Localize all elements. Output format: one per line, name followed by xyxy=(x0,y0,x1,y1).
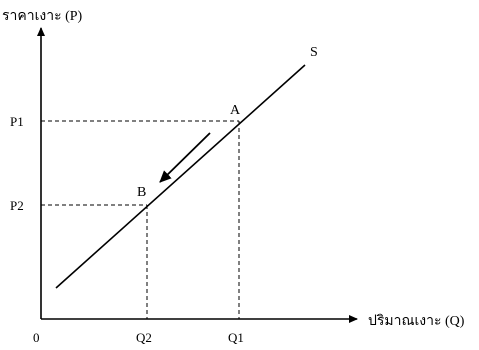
quantity-high-label: Q1 xyxy=(228,330,244,345)
y-axis-label: ราคาเงาะ (P) xyxy=(2,9,83,24)
quantity-low-label: Q2 xyxy=(136,330,152,345)
x-axis-label: ปริมาณเงาะ (Q) xyxy=(368,314,465,329)
supply-curve xyxy=(55,64,306,289)
origin-label: 0 xyxy=(33,330,40,345)
point-b-label: B xyxy=(137,185,146,200)
price-high-label: P1 xyxy=(10,114,24,129)
supply-curve-label: S xyxy=(310,45,318,60)
price-low-label: P2 xyxy=(10,198,24,213)
movement-arrow-icon xyxy=(159,132,211,183)
point-a-label: A xyxy=(230,103,241,118)
